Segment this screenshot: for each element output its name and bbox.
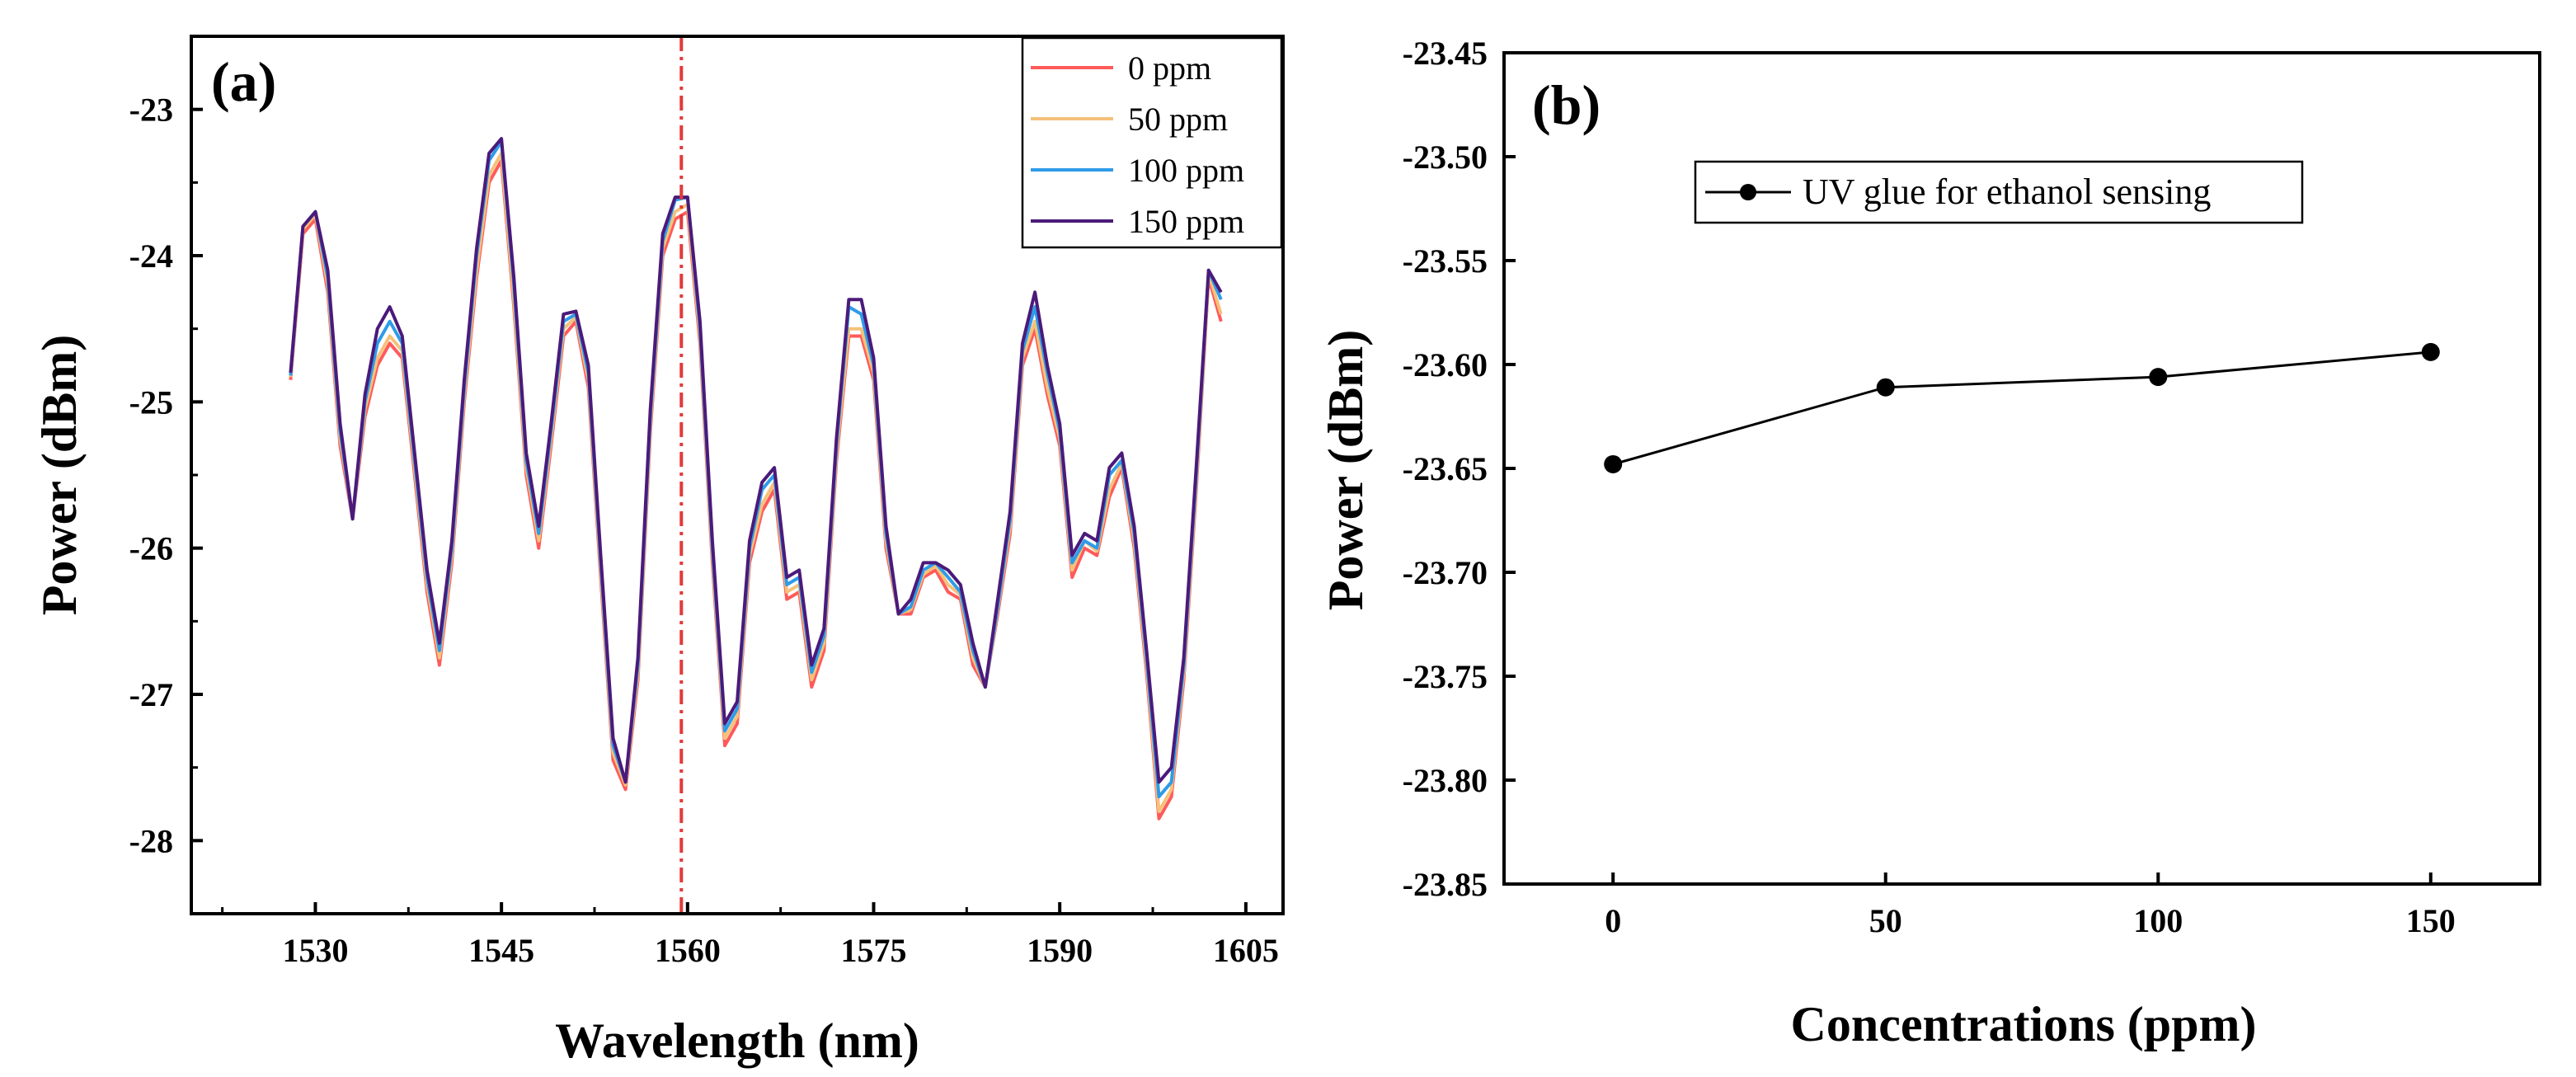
panel-a-y-tick-label: -23: [129, 92, 173, 129]
panel-a-legend: 0 ppm 50 ppm 100 ppm 150 ppm: [1021, 36, 1283, 249]
panel-b-y-tick-label: -23.70: [1403, 554, 1488, 591]
panel-a-legend-box: [1021, 36, 1283, 249]
panel-b-data-point: [2149, 368, 2168, 387]
panel-b-data-point: [1604, 454, 1623, 473]
panel-b-label: (b): [1532, 73, 1601, 136]
panel-b-frame: [1502, 51, 2541, 886]
panel-a-x-tick-label: 1605: [1213, 932, 1279, 969]
series-50-ppm-line: [289, 151, 1223, 813]
panel-a-x-tick-label: 1575: [841, 932, 907, 969]
panel-b: -23.85 -23.80 -23.75 -23.70 -23.65 -23.60 -23.…: [1319, 35, 2541, 1051]
legend-label-0ppm: 0 ppm: [1128, 49, 1211, 87]
panel-b-x-tick-label: 100: [2133, 902, 2183, 939]
panel-b-y-axis-label: Power (dBm): [1319, 330, 1373, 611]
panel-b-y-tick-label: -23.55: [1403, 242, 1488, 280]
panel-b-data-point: [1876, 378, 1895, 397]
legend-label-150ppm: 150 ppm: [1128, 203, 1244, 240]
panel-a-x-tick-label: 1590: [1027, 932, 1093, 969]
legend-label-50ppm: 50 ppm: [1128, 101, 1228, 138]
panel-b-data-point: [2421, 342, 2440, 361]
panel-b-y-tick-label: -23.75: [1403, 658, 1488, 695]
panel-b-y-tick-label: -23.45: [1403, 35, 1488, 72]
panel-b-y-tick-label: -23.80: [1403, 762, 1488, 799]
panel-b-legend: UV glue for ethanol sensing: [1694, 160, 2304, 224]
panel-a-y-tick-label: -24: [129, 238, 173, 275]
panel-b-x-tick-label: 0: [1605, 902, 1621, 939]
panel-b-x-axis-label: Concentrations (ppm): [1791, 997, 2257, 1051]
panel-a: -28-27-26-25-24-23 1530 1545 1560 1575 1590 1…: [32, 35, 1285, 1068]
panel-b-legend-box: [1694, 160, 2304, 224]
panel-a-y-tick-label: -26: [129, 530, 173, 567]
panel-a-y-tick-label: -28: [129, 822, 173, 859]
panel-b-legend-swatch-marker: [1740, 184, 1756, 200]
panel-b-y-tick-label: -23.85: [1403, 866, 1488, 903]
panel-b-y-tick-label: -23.65: [1403, 450, 1488, 487]
panel-b-x-ticks: 0 50 100 150: [1605, 872, 2456, 939]
panel-a-x-tick-label: 1545: [468, 932, 534, 969]
panel-a-x-axis-label: Wavelength (nm): [555, 1014, 919, 1068]
panel-a-x-ticks: 1530 1545 1560 1575 1590 1605: [221, 902, 1279, 969]
panel-a-label: (a): [211, 50, 276, 113]
series-0-ppm-line: [289, 158, 1223, 821]
panel-b-series: [1604, 342, 2440, 473]
panel-b-legend-label: UV glue for ethanol sensing: [1803, 172, 2211, 212]
panel-a-y-ticks: -28 -27 -26 -25 -24 -23: [129, 92, 203, 859]
series-150-ppm-line: [289, 137, 1223, 784]
panel-a-series: [289, 137, 1223, 821]
panel-a-y-tick-label: -25: [129, 383, 173, 421]
panel-a-x-tick-label: 1560: [655, 932, 721, 969]
legend-label-100ppm: 100 ppm: [1128, 152, 1244, 189]
panel-b-y-tick-label: -23.60: [1403, 346, 1488, 383]
panel-a-x-tick-label: 1530: [282, 932, 348, 969]
panel-b-y-ticks: -23.85 -23.80 -23.75 -23.70 -23.65 -23.60 -23.…: [1403, 35, 1516, 903]
panel-b-x-tick-label: 150: [2406, 902, 2456, 939]
panel-b-series-line: [1612, 350, 2431, 466]
panel-a-y-tick-label: -27: [129, 676, 173, 713]
panel-a-y-axis-label: Power (dBm): [32, 335, 87, 616]
panel-b-x-tick-label: 50: [1869, 902, 1902, 939]
panel-b-y-tick-label: -23.50: [1403, 139, 1488, 176]
panel-a-frame: [190, 35, 1285, 915]
